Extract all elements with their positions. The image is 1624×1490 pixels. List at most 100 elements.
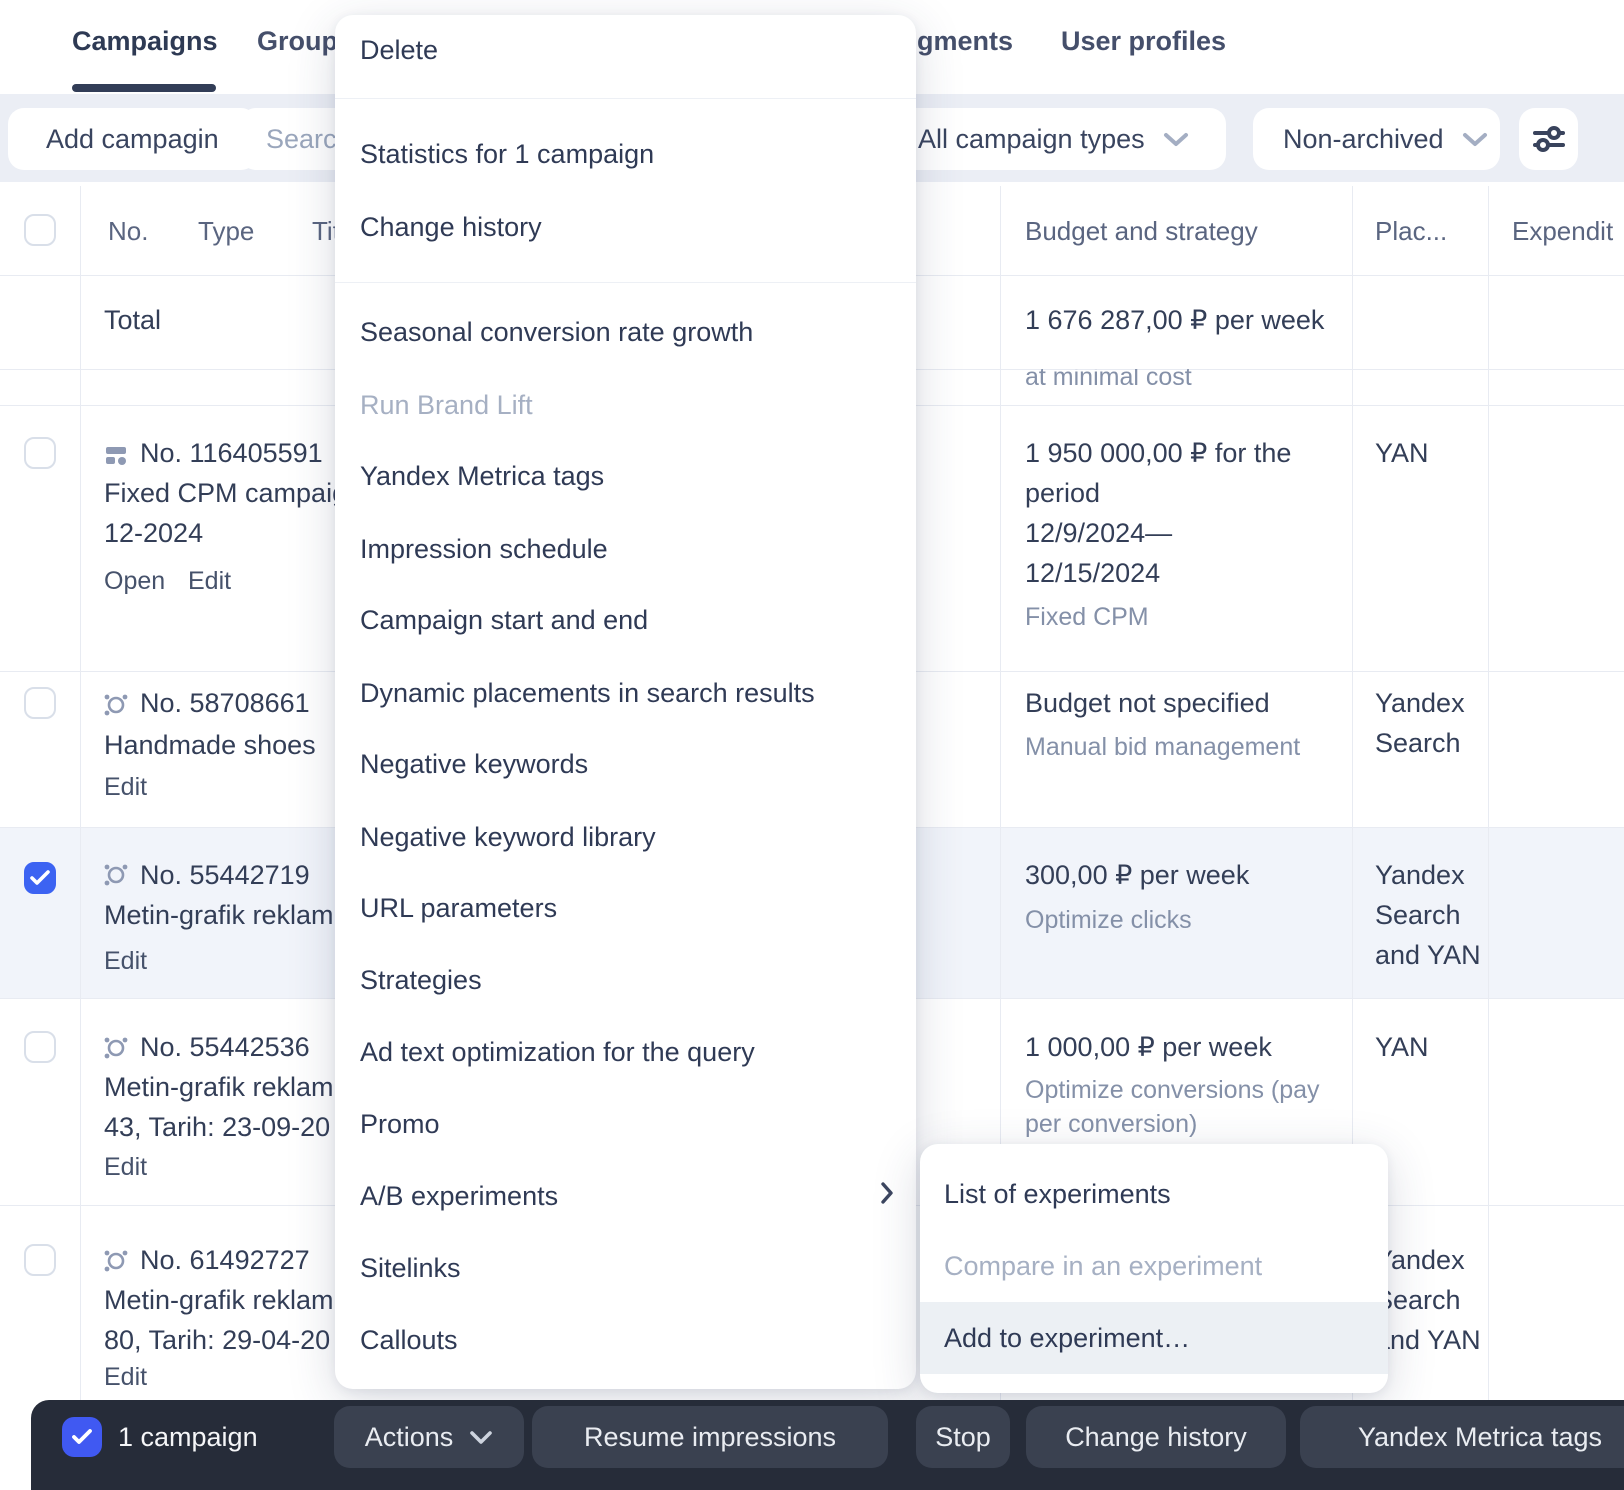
strategy-label: Fixed CPM xyxy=(1025,603,1149,631)
submenu-item-add-to-experiment[interactable]: Add to experiment… xyxy=(920,1302,1388,1374)
placement-cell: Yandex Search and YAN xyxy=(1375,860,1481,970)
menu-item-ad-text-optimization[interactable]: Ad text optimization for the query xyxy=(360,1036,755,1067)
row-checkbox[interactable] xyxy=(24,437,56,469)
menu-item-campaign-start-end[interactable]: Campaign start and end xyxy=(360,604,649,635)
change-history-button[interactable]: Change history xyxy=(1026,1406,1286,1468)
text-image-campaign-icon xyxy=(102,691,130,719)
table-row: No. 61492727 Metin-grafik reklam 80, Tar… xyxy=(0,1205,1624,1480)
add-campaign-button[interactable]: Add campagin xyxy=(8,108,257,170)
display-campaign-icon xyxy=(102,441,130,469)
campaign-number: No. 55442536 xyxy=(140,1032,310,1062)
menu-item-delete[interactable]: Delete xyxy=(360,34,439,65)
menu-item-seasonal-growth[interactable]: Seasonal conversion rate growth xyxy=(360,316,754,347)
tab-user-profiles[interactable]: User profiles xyxy=(1061,26,1227,56)
campaign-types-value: All campaign types xyxy=(918,123,1145,154)
campaign-title: Metin-grafik reklam xyxy=(104,1072,334,1102)
strategy-label: Optimize conversions (pay xyxy=(1025,1076,1320,1104)
campaign-title: Metin-grafik reklam xyxy=(104,900,334,930)
menu-item-dynamic-placements[interactable]: Dynamic placements in search results xyxy=(360,677,815,708)
tab-campaigns[interactable]: Campaigns xyxy=(72,26,218,56)
selection-checkbox[interactable] xyxy=(62,1417,102,1457)
strategy-label: Optimize clicks xyxy=(1025,906,1192,934)
open-link[interactable]: Open xyxy=(104,567,166,595)
campaign-title: Fixed CPM campaig xyxy=(104,478,348,508)
budget-cell: 1 950 000,00 ₽ for the period 12/9/2024—… xyxy=(1025,433,1291,637)
campaign-title-line2: 12-2024 xyxy=(104,518,204,548)
select-all-checkbox[interactable] xyxy=(24,214,56,246)
table-row: No. 116405591 Fixed CPM campaig 12-2024 … xyxy=(0,405,1624,671)
edit-link[interactable]: Edit xyxy=(104,1153,148,1181)
total-budget: 1 676 287,00 ₽ per week xyxy=(1025,305,1325,335)
ab-experiments-submenu: List of experiments Compare in an experi… xyxy=(920,1144,1388,1393)
edit-link[interactable]: Edit xyxy=(104,773,148,801)
placement-cell: Yandex Search and YAN xyxy=(1375,1245,1481,1355)
campaign-context-menu: Delete Statistics for 1 campaign Change … xyxy=(335,15,916,1389)
table-row-selected: No. 55442719 Metin-grafik reklam Edit 30… xyxy=(0,827,1624,998)
menu-item-metrica-tags[interactable]: Yandex Metrica tags xyxy=(360,460,605,491)
menu-item-negative-keywords[interactable]: Negative keywords xyxy=(360,748,589,779)
text-image-campaign-icon xyxy=(102,861,130,889)
strategy-label-line2: per conversion) xyxy=(1025,1110,1198,1138)
resume-impressions-button[interactable]: Resume impressions xyxy=(532,1406,888,1468)
edit-link[interactable]: Edit xyxy=(104,947,148,975)
submenu-item-compare-in-experiment: Compare in an experiment xyxy=(944,1250,1263,1281)
chevron-down-icon xyxy=(1163,131,1189,147)
menu-divider xyxy=(335,282,916,283)
row-checkbox[interactable] xyxy=(24,1031,56,1063)
selection-action-bar: 1 campaign Actions Resume impressions St… xyxy=(31,1400,1624,1490)
table-settings-button[interactable] xyxy=(1519,108,1578,170)
strategy-label: Manual bid management xyxy=(1025,733,1301,761)
campaign-title-line2: 80, Tarih: 29-04-20 xyxy=(104,1325,331,1355)
row-checkbox[interactable] xyxy=(24,687,56,719)
column-header-placement: Plac... xyxy=(1375,216,1448,246)
campaign-title: Handmade shoes xyxy=(104,730,316,760)
check-icon xyxy=(72,1429,92,1444)
campaign-types-dropdown[interactable]: All campaign types xyxy=(874,108,1226,170)
table-row: No. 55442536 Metin-grafik reklam 43, Tar… xyxy=(0,998,1624,1205)
tab-segments[interactable]: gments xyxy=(917,26,1014,56)
add-campaign-label: Add campagin xyxy=(46,123,219,154)
selection-count: 1 campaign xyxy=(118,1421,258,1452)
menu-divider xyxy=(335,98,916,99)
menu-item-sitelinks[interactable]: Sitelinks xyxy=(360,1252,461,1283)
actions-dropdown-button[interactable]: Actions xyxy=(334,1406,524,1468)
menu-item-negative-keyword-library[interactable]: Negative keyword library xyxy=(360,821,656,852)
campaign-number: No. 61492727 xyxy=(140,1245,310,1275)
total-strategy-clipped: at minimal cost xyxy=(1025,369,1192,391)
placement-cell: Yandex Search xyxy=(1375,688,1465,758)
column-header-budget: Budget and strategy xyxy=(1025,216,1258,246)
menu-item-change-history[interactable]: Change history xyxy=(360,211,542,242)
grid-line xyxy=(80,186,81,1480)
total-label: Total xyxy=(104,305,162,335)
menu-item-callouts[interactable]: Callouts xyxy=(360,1324,458,1355)
menu-item-statistics[interactable]: Statistics for 1 campaign xyxy=(360,138,655,169)
edit-link[interactable]: Edit xyxy=(104,1363,148,1391)
menu-item-impression-schedule[interactable]: Impression schedule xyxy=(360,533,608,564)
submenu-item-list-of-experiments[interactable]: List of experiments xyxy=(944,1178,1171,1209)
edit-link[interactable]: Edit xyxy=(188,567,232,595)
chevron-down-icon xyxy=(1462,131,1488,147)
campaign-title: Metin-grafik reklam xyxy=(104,1285,334,1315)
text-image-campaign-icon xyxy=(102,1034,130,1062)
menu-item-run-brand-lift: Run Brand Lift xyxy=(360,389,533,420)
row-checkbox[interactable] xyxy=(24,1244,56,1276)
placement-cell: YAN xyxy=(1375,438,1429,468)
archive-filter-dropdown[interactable]: Non-archived xyxy=(1253,108,1500,170)
menu-item-promo[interactable]: Promo xyxy=(360,1108,440,1139)
menu-item-ab-experiments[interactable]: A/B experiments xyxy=(335,1174,916,1218)
row-checkbox-checked[interactable] xyxy=(24,862,56,894)
campaign-number: No. 116405591 xyxy=(140,438,323,468)
menu-item-strategies[interactable]: Strategies xyxy=(360,964,482,995)
text-image-campaign-icon xyxy=(102,1247,130,1275)
chevron-down-icon xyxy=(469,1430,493,1445)
archive-filter-value: Non-archived xyxy=(1283,123,1444,154)
grid-line xyxy=(1352,186,1353,1480)
menu-item-url-parameters[interactable]: URL parameters xyxy=(360,892,558,923)
placement-cell: YAN xyxy=(1375,1032,1429,1062)
stop-button[interactable]: Stop xyxy=(916,1406,1010,1468)
tab-groups[interactable]: Group xyxy=(257,26,338,56)
chevron-right-icon xyxy=(880,1181,894,1205)
campaign-title-line2: 43, Tarih: 23-09-20 xyxy=(104,1112,331,1142)
campaign-number: No. 55442719 xyxy=(140,860,310,890)
metrica-tags-button[interactable]: Yandex Metrica tags xyxy=(1300,1406,1624,1468)
